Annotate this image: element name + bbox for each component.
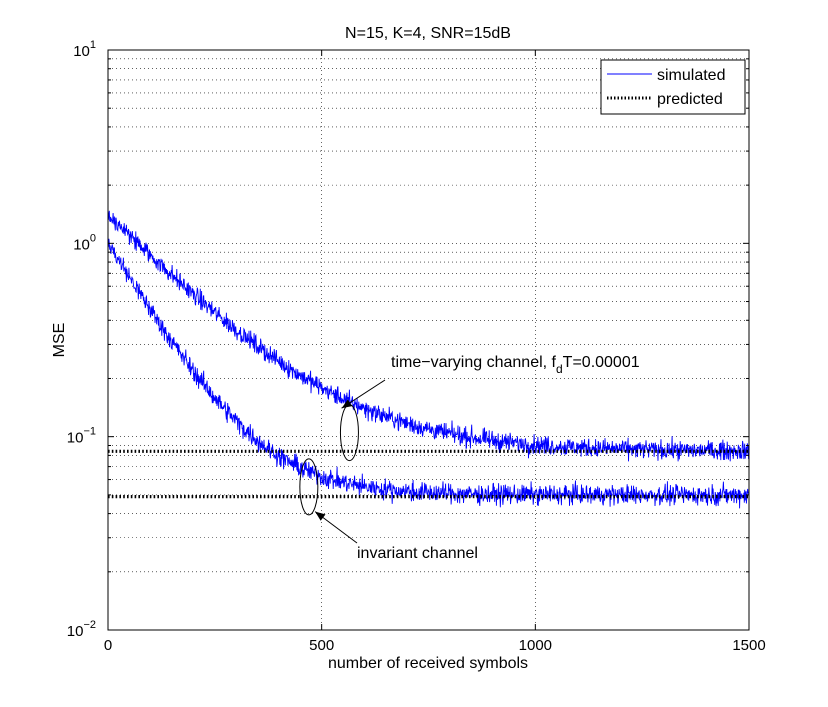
y-tick-label-2: 100 [73,232,96,253]
arrow-time-varying-head [341,399,353,409]
legend: simulated predicted [600,59,746,115]
legend-predicted-label: predicted [657,91,723,108]
x-tick-label-0: 0 [104,637,112,654]
x-axis-label: number of received symbols [328,655,528,672]
annotation-time-varying: time−varying channel, fdT=0.00001 [391,354,640,376]
y-tick-label-3: 101 [73,39,96,60]
annotation-invariant: invariant channel [357,545,478,562]
y-axis-label: MSE [51,323,68,358]
plot-frame [107,49,750,631]
y-tick-label-0: 10−2 [67,619,96,640]
arrow-invariant-head [315,511,326,521]
legend-simulated-label: simulated [657,67,725,84]
grid [108,50,749,630]
ellipse-marker-1 [299,458,319,516]
series-simulated-invariant-channel [107,238,750,509]
plot-area [108,50,749,630]
legend-box [600,59,746,115]
y-tick-label-1: 10−1 [67,426,96,447]
x-tick-label-3: 1500 [732,637,765,654]
chart-title: N=15, K=4, SNR=15dB [345,25,511,42]
series-simulated-time-varying-channel [107,210,750,462]
x-tick-label-2: 1000 [519,637,552,654]
series-layer [107,210,750,509]
ticks: 0 500 1000 1500 10−2 10−1 100 101 [67,39,766,654]
x-tick-label-1: 500 [309,637,334,654]
annotations: time−varying channel, fdT=0.00001 invari… [299,354,640,562]
